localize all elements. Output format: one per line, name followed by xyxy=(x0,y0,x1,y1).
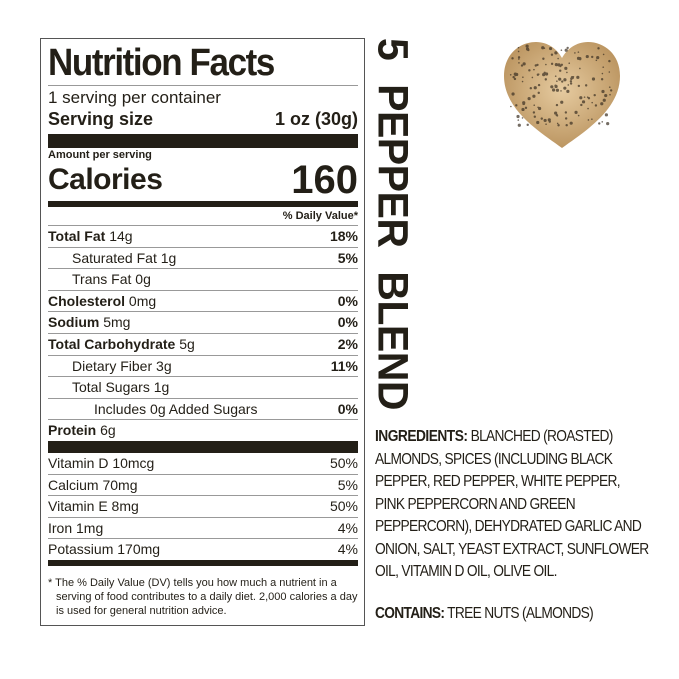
nutrient-name: Total Fat 14g xyxy=(48,228,133,244)
contains-label: CONTAINS: xyxy=(375,605,445,622)
vitamin-name: Iron 1mg xyxy=(48,519,104,536)
nutrient-name: Cholesterol 0mg xyxy=(48,292,157,309)
thick-divider xyxy=(48,440,358,453)
vitamin-row: Vitamin E 8mg 50% xyxy=(48,495,358,517)
vitamin-row: Iron 1mg 4% xyxy=(48,516,358,539)
ingredients-label: INGREDIENTS: xyxy=(375,428,468,445)
ingredients-text: BLANCHED (ROASTED) ALMONDS, SPICES (INCL… xyxy=(375,428,649,580)
nutrient-row: Total Sugars 1g xyxy=(48,376,358,398)
calories-value: 160 xyxy=(291,158,358,202)
nutrient-daily-value: 0% xyxy=(337,400,358,417)
divider xyxy=(48,85,358,86)
vitamin-list: Vitamin D 10mcg 50% Calcium 70mg 5% Vitamin … xyxy=(48,453,358,560)
ingredients: INGREDIENTS: BLANCHED (ROASTED) ALMONDS,… xyxy=(375,426,650,584)
medium-divider xyxy=(48,559,358,566)
allergen-statement: CONTAINS: TREE NUTS (ALMONDS) xyxy=(375,605,594,623)
vitamin-daily-value: 5% xyxy=(337,476,358,493)
nutrient-row: Includes 0g Added Sugars 0% xyxy=(48,397,358,420)
serving-size-label: Serving size xyxy=(48,109,154,129)
vitamin-daily-value: 4% xyxy=(337,519,358,536)
serving-size: Serving size 1 oz (30g) xyxy=(48,108,358,130)
nutrient-daily-value: 0% xyxy=(337,292,358,309)
label-title: Nutrition Facts xyxy=(48,42,275,84)
servings-per-container: 1 serving per container xyxy=(48,88,221,107)
vitamin-daily-value: 50% xyxy=(329,454,358,471)
serving-size-value: 1 oz (30g) xyxy=(274,109,358,129)
nutrient-daily-value: 18% xyxy=(329,228,358,244)
nutrient-row: Cholesterol 0mg 0% xyxy=(48,289,358,312)
flavor-name: 5 PEPPER BLEND xyxy=(368,38,418,410)
nutrient-name: Includes 0g Added Sugars xyxy=(94,400,258,417)
footnote: * The % Daily Value (DV) tells you how m… xyxy=(48,576,358,617)
nutrient-row: Total Fat 14g 18% xyxy=(48,225,358,247)
nutrient-name: Sodium 5mg xyxy=(48,314,131,331)
nutrient-daily-value: 5% xyxy=(337,249,358,266)
contains-text: TREE NUTS (ALMONDS) xyxy=(447,605,594,622)
nutrient-daily-value: 11% xyxy=(330,357,358,374)
nutrient-name: Saturated Fat 1g xyxy=(72,249,177,266)
nutrient-daily-value: 0% xyxy=(337,314,358,331)
calories-row: Calories 160 xyxy=(48,158,358,202)
nutrient-daily-value: 2% xyxy=(337,335,358,352)
calories-label: Calories xyxy=(48,163,163,196)
vitamin-daily-value: 4% xyxy=(337,541,358,558)
nutrient-name: Total Carbohydrate 5g xyxy=(48,335,195,352)
nutrient-row: Total Carbohydrate 5g 2% xyxy=(48,332,358,355)
vitamin-name: Calcium 70mg xyxy=(48,476,138,493)
vitamin-daily-value: 50% xyxy=(329,498,358,515)
nutrient-row: Sodium 5mg 0% xyxy=(48,311,358,333)
vitamin-name: Potassium 170mg xyxy=(48,541,161,558)
medium-divider xyxy=(48,201,358,207)
nutrient-row: Trans Fat 0g xyxy=(48,268,358,290)
nutrition-facts-label: Nutrition Facts 1 serving per container … xyxy=(40,38,365,626)
nutrient-name: Total Sugars 1g xyxy=(72,379,170,396)
amount-per-serving: Amount per serving xyxy=(48,149,152,161)
flavor-text: 5 PEPPER BLEND xyxy=(368,38,418,410)
vitamin-name: Vitamin D 10mcg xyxy=(48,454,155,471)
nutrient-row: Dietary Fiber 3g 11% xyxy=(48,354,358,377)
vitamin-row: Calcium 70mg 5% xyxy=(48,473,358,496)
vitamin-row: Potassium 170mg 4% xyxy=(48,538,358,560)
daily-value-header: % Daily Value* xyxy=(282,210,358,222)
nutrient-name: Trans Fat 0g xyxy=(72,271,151,288)
nutrient-name: Dietary Fiber 3g xyxy=(72,357,172,374)
nutrient-row: Saturated Fat 1g 5% xyxy=(48,246,358,269)
vitamin-name: Vitamin E 8mg xyxy=(48,498,139,515)
nutrient-list: Total Fat 14g 18% Saturated Fat 1g 5% Trans … xyxy=(48,225,358,441)
vitamin-row: Vitamin D 10mcg 50% xyxy=(48,453,358,474)
nutrient-name: Protein 6g xyxy=(48,422,116,439)
thick-divider xyxy=(48,134,358,148)
heart-almond-image xyxy=(504,42,620,148)
nutrient-row: Protein 6g xyxy=(48,419,358,441)
